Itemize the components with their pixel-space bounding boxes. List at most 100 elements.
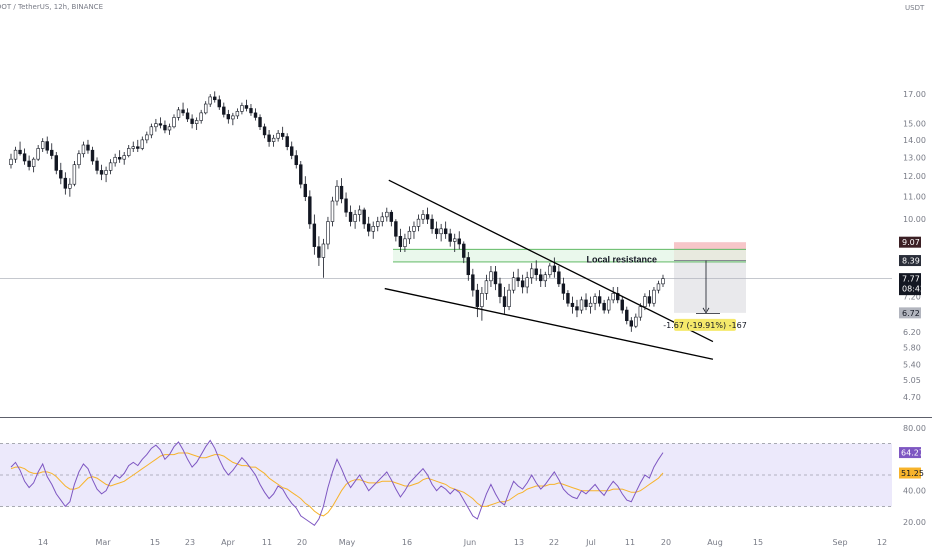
currency-label: USDT — [905, 4, 925, 12]
rsi-line — [10, 439, 664, 526]
time-tick-label: Mar — [95, 538, 111, 547]
candle-body — [231, 115, 235, 120]
candle-body — [276, 132, 280, 139]
candle-body — [344, 198, 348, 213]
candle-body — [108, 162, 113, 171]
candle-body — [18, 149, 22, 155]
candle-body — [376, 221, 380, 227]
candle-body — [158, 123, 163, 126]
candle-body — [285, 136, 289, 148]
candle-body — [63, 177, 68, 189]
measurement-label-box — [674, 318, 736, 331]
candle-body — [570, 302, 575, 307]
candle-body — [584, 299, 588, 307]
candle-body — [507, 289, 511, 307]
candle-body — [290, 146, 294, 156]
candle-body — [190, 118, 194, 124]
wedge-lower-trendline[interactable] — [384, 287, 714, 360]
candle-body — [40, 141, 45, 149]
price-axis-ticks: 17.00 15.00 14.00 13.00 12.00 11.00 10.00 7.20 6… — [903, 90, 926, 402]
candle-body — [95, 160, 99, 171]
candle-body — [520, 280, 525, 288]
rsi-tick-label: 80.00 — [903, 424, 926, 433]
candle-body — [647, 296, 652, 304]
candle-body — [475, 289, 480, 307]
candle-body — [602, 302, 606, 311]
candle-body — [294, 155, 298, 166]
candle-body — [421, 214, 425, 220]
candle-body — [534, 268, 538, 276]
price-tag — [899, 255, 921, 267]
candle-body — [498, 283, 502, 297]
candle-body — [131, 146, 135, 149]
candle-body — [217, 99, 221, 108]
price-pane[interactable]: -1.67 (-19.91%) -167 Local resistance — [0, 91, 892, 360]
candle-body — [539, 274, 543, 282]
candle-body — [194, 120, 199, 124]
measurement-tool: -1.67 (-19.91%) -167 — [663, 260, 747, 331]
candle-body — [299, 164, 303, 185]
candle-body — [471, 274, 475, 291]
candle-body — [380, 216, 384, 222]
wedge-upper-trendline[interactable] — [388, 179, 714, 343]
candle-body — [145, 134, 149, 141]
candle-body — [317, 246, 321, 258]
candle-body — [149, 126, 154, 136]
candle-body — [154, 123, 158, 128]
candle-body — [136, 146, 140, 149]
candle-body — [430, 218, 434, 230]
price-tick-label: 12.00 — [903, 172, 926, 181]
candle-body — [176, 109, 181, 118]
candle-body — [439, 228, 443, 235]
candle-body — [525, 277, 529, 288]
candle-body — [113, 157, 117, 164]
candle-body — [249, 108, 253, 114]
time-tick-label: 15 — [150, 538, 160, 547]
time-tick-label: Apr — [221, 538, 236, 547]
candle-body — [652, 289, 656, 304]
candle-body — [457, 238, 461, 245]
symbol-title: DOT / TetherUS, 12h, BINANCE — [0, 3, 103, 11]
candle-body — [638, 306, 643, 318]
time-tick-label: Aug — [707, 538, 723, 547]
candle-body — [36, 148, 40, 160]
rsi-tick-label: 20.00 — [903, 518, 926, 527]
rsi-tag-label: 51.25 — [901, 469, 924, 478]
candle-body — [280, 132, 285, 137]
candle-body — [68, 183, 72, 189]
candle-body — [140, 139, 145, 149]
candle-body — [22, 153, 27, 162]
candle-body — [54, 155, 58, 171]
price-tick-label: 11.00 — [903, 193, 926, 202]
candle-body — [579, 299, 584, 311]
price-tick-label: 5.05 — [903, 376, 921, 385]
candle-body — [50, 149, 54, 156]
price-tag-label: 7.77 — [902, 275, 920, 284]
price-axis[interactable]: USDT 17.00 15.00 14.00 13.00 12.00 11.00 10.00… — [899, 4, 932, 402]
candle-body — [661, 278, 665, 285]
candle-body — [643, 296, 647, 307]
candle-body — [616, 293, 620, 301]
price-tick-label: 13.00 — [903, 153, 926, 162]
rsi-moving-average-line — [10, 452, 664, 517]
rsi-tag-label: 64.27 — [901, 449, 924, 458]
candle-body — [330, 200, 335, 222]
candle-body — [86, 144, 90, 151]
candle-body — [213, 96, 217, 101]
price-tick-label: 15.00 — [903, 120, 926, 129]
candle-body — [362, 209, 366, 225]
price-tick-label: 6.20 — [903, 328, 921, 337]
candle-body — [203, 103, 208, 114]
candle-body — [453, 238, 457, 242]
time-axis[interactable]: 14 Mar 15 23 Apr 11 20 May 16 Jun 13 22 Jul 11 20 Aug 15… — [38, 538, 887, 547]
candle-body — [72, 164, 77, 185]
price-tag-label: 6.72 — [902, 309, 920, 318]
rsi-pane[interactable]: 80.00 40.00 20.00 64.27 51.25 — [0, 424, 926, 527]
time-tick-label: 12 — [877, 538, 887, 547]
candle-body — [597, 296, 602, 304]
candle-body — [258, 117, 262, 128]
time-tick-label: 23 — [185, 538, 195, 547]
candle-body — [167, 126, 172, 131]
